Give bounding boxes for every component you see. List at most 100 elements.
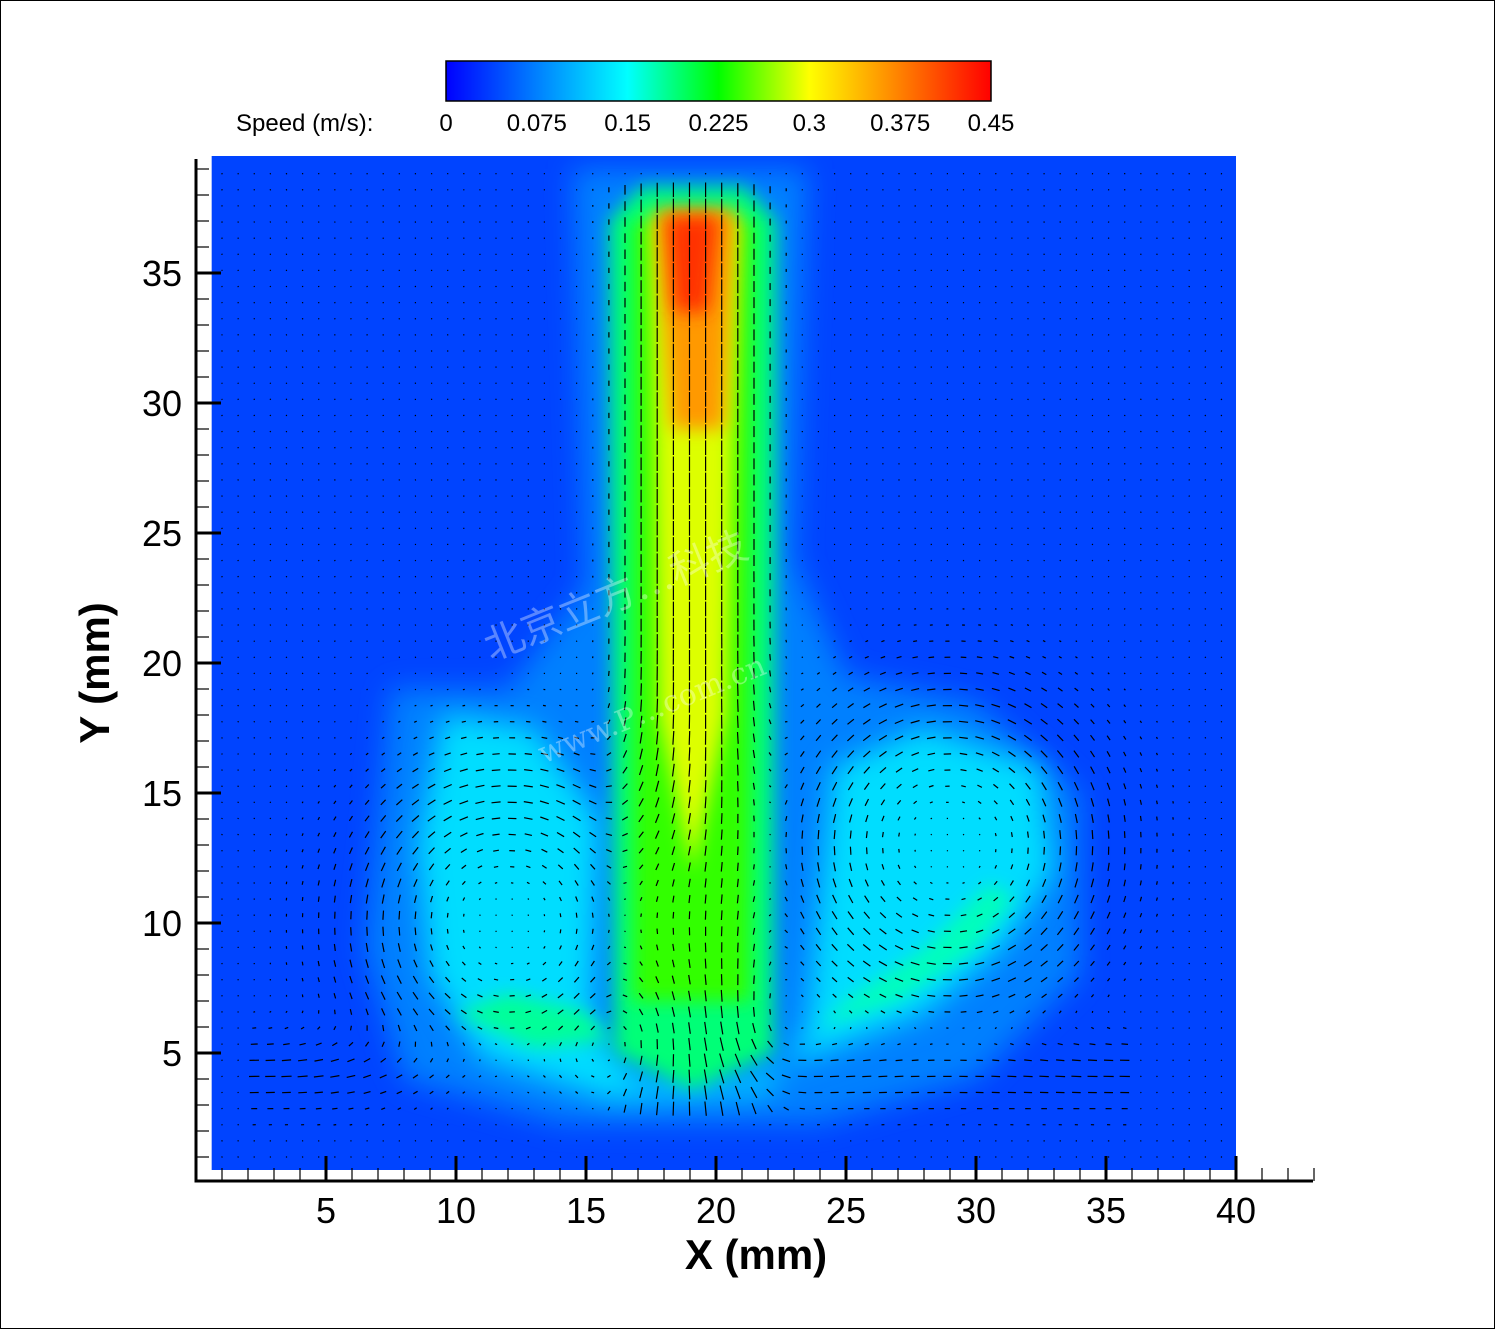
velocity-arrow: [1173, 1124, 1174, 1125]
velocity-arrow: [866, 831, 867, 838]
velocity-arrow: [641, 1124, 642, 1125]
velocity-arrow: [1140, 592, 1141, 593]
velocity-arrow: [1221, 319, 1222, 320]
y-tick-label: 25: [142, 513, 182, 554]
velocity-arrow: [1221, 673, 1222, 674]
velocity-arrow: [1189, 995, 1190, 996]
velocity-arrow: [238, 641, 239, 642]
velocity-arrow: [883, 286, 884, 287]
velocity-arrow: [1221, 544, 1222, 545]
velocity-arrow: [267, 1044, 274, 1045]
velocity-arrow: [1027, 625, 1029, 626]
velocity-arrow: [1124, 480, 1125, 481]
velocity-arrow: [334, 544, 335, 545]
velocity-arrow: [286, 415, 287, 416]
velocity-arrow: [673, 1039, 674, 1050]
velocity-arrow: [1221, 1011, 1222, 1012]
velocity-arrow: [286, 496, 287, 497]
velocity-arrow: [1140, 528, 1141, 529]
velocity-arrow: [1173, 914, 1174, 916]
velocity-arrow: [286, 480, 287, 481]
velocity-arrow: [1221, 270, 1222, 271]
velocity-arrow: [351, 673, 352, 674]
velocity-arrow: [979, 834, 980, 835]
velocity-arrow: [238, 399, 239, 400]
x-tick-label: 30: [956, 1190, 996, 1231]
velocity-arrow: [1189, 496, 1190, 497]
velocity-arrow: [222, 560, 223, 561]
velocity-arrow: [495, 963, 497, 964]
velocity-arrow: [334, 1157, 335, 1158]
velocity-arrow: [770, 654, 771, 660]
velocity-arrow: [1205, 1044, 1206, 1045]
velocity-arrow: [1056, 1060, 1064, 1061]
velocity-arrow: [270, 625, 271, 626]
velocity-arrow: [1140, 464, 1141, 465]
velocity-arrow: [850, 625, 851, 626]
velocity-arrow: [1205, 367, 1206, 368]
velocity-arrow: [543, 705, 546, 706]
velocity-arrow: [254, 802, 255, 803]
velocity-arrow: [1124, 1011, 1125, 1012]
velocity-arrow: [238, 754, 239, 755]
velocity-arrow: [1221, 447, 1222, 448]
velocity-arrow: [399, 641, 400, 642]
velocity-arrow: [866, 367, 867, 368]
velocity-arrow: [302, 576, 303, 577]
velocity-arrow: [1189, 238, 1190, 239]
velocity-arrow: [318, 609, 319, 610]
velocity-arrow: [1173, 367, 1174, 368]
velocity-arrow: [270, 689, 271, 690]
velocity-arrow: [1157, 995, 1158, 996]
velocity-arrow: [592, 673, 593, 675]
velocity-arrow: [770, 818, 771, 819]
velocity-arrow: [351, 1157, 352, 1158]
velocity-arrow: [318, 657, 319, 658]
velocity-arrow: [315, 1092, 323, 1093]
velocity-arrow: [1189, 1108, 1190, 1109]
velocity-arrow: [367, 673, 368, 674]
velocity-arrow: [689, 731, 690, 745]
velocity-arrow: [431, 1140, 432, 1141]
velocity-arrow: [847, 1060, 855, 1061]
velocity-arrow: [1124, 673, 1125, 674]
velocity-arrow: [1140, 383, 1141, 384]
velocity-arrow: [1157, 769, 1158, 772]
colorbar-tick-label: 0.075: [507, 110, 567, 137]
velocity-arrow: [1221, 705, 1222, 706]
velocity-arrow: [238, 512, 239, 513]
velocity-arrow: [302, 802, 303, 804]
velocity-arrow: [238, 770, 239, 771]
velocity-arrow: [254, 560, 255, 561]
velocity-arrow: [1173, 496, 1174, 497]
velocity-arrow: [302, 689, 303, 690]
velocity-arrow: [318, 721, 319, 722]
velocity-arrow: [1173, 947, 1174, 948]
velocity-arrow: [882, 625, 884, 626]
velocity-arrow: [254, 818, 255, 819]
velocity-arrow: [1140, 673, 1141, 674]
velocity-arrow: [977, 657, 982, 658]
velocity-arrow: [238, 238, 239, 239]
velocity-arrow: [1189, 657, 1190, 658]
velocity-arrow: [590, 754, 595, 755]
velocity-arrow: [286, 770, 287, 771]
velocity-arrow: [1189, 335, 1190, 336]
velocity-arrow: [302, 593, 303, 594]
velocity-arrow: [721, 990, 722, 1002]
velocity-arrow: [270, 818, 271, 819]
velocity-arrow: [254, 657, 255, 658]
velocity-arrow: [286, 609, 287, 610]
velocity-arrow: [1108, 593, 1109, 594]
velocity-arrow: [302, 1011, 303, 1013]
velocity-arrow: [221, 238, 222, 239]
velocity-arrow: [383, 1140, 384, 1141]
velocity-arrow: [383, 689, 384, 690]
velocity-arrow: [270, 657, 271, 658]
velocity-arrow: [1157, 544, 1158, 545]
velocity-arrow: [738, 847, 739, 856]
velocity-arrow: [689, 1124, 690, 1125]
velocity-arrow: [238, 431, 239, 432]
velocity-arrow: [1205, 399, 1206, 400]
velocity-arrow: [222, 383, 223, 384]
